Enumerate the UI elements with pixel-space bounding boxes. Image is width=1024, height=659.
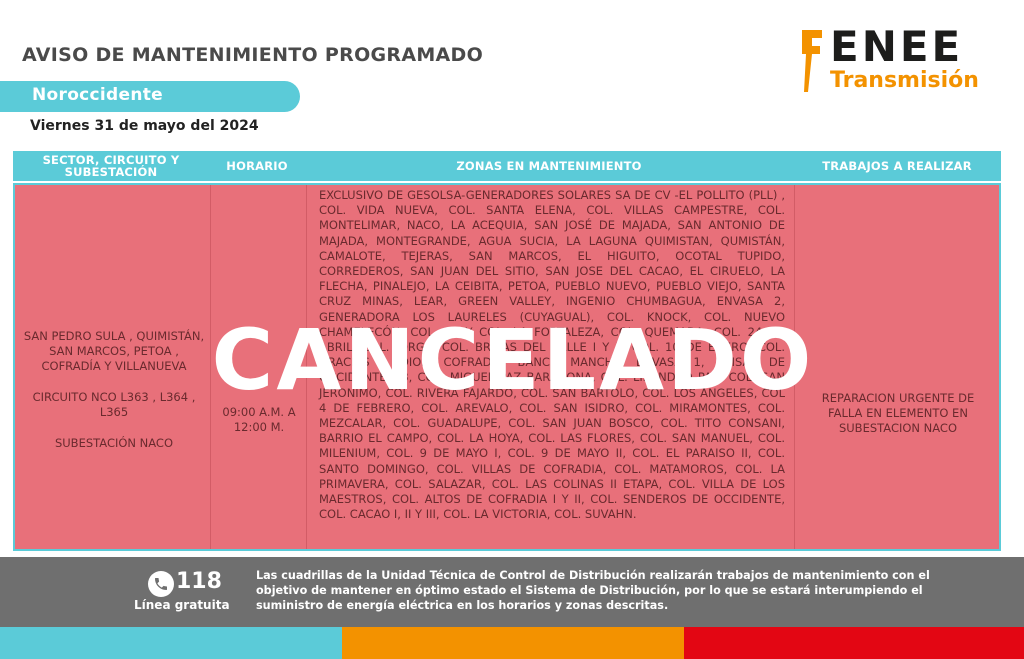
sector-block: SAN PEDRO SULA , QUIMISTÁN, SAN MARCOS, … — [21, 329, 207, 451]
horario-cell: 09:00 A.M. A 12:00 M. — [211, 185, 307, 549]
header-zonas: ZONAS EN MANTENIMIENTO — [456, 159, 642, 173]
color-stripe-red — [684, 627, 1024, 659]
zonas-text: EXCLUSIVO DE GESOLSA-GENERADORES SOLARES… — [319, 188, 785, 522]
color-stripe-cyan — [0, 627, 342, 659]
phone-label: Línea gratuita — [134, 598, 230, 612]
enee-logo: ENEE Transmisión — [800, 22, 1000, 100]
circuito-text: CIRCUITO NCO L363 , L364 , L365 — [32, 390, 196, 419]
horario-text: 09:00 A.M. A 12:00 M. — [222, 405, 296, 434]
logo-name: ENEE — [830, 22, 964, 71]
region-label: Noroccidente — [32, 85, 164, 105]
sector-text: SAN PEDRO SULA , QUIMISTÁN, SAN MARCOS, … — [23, 329, 205, 373]
cancelled-stamp: CANCELADO — [211, 311, 815, 409]
lightning-icon — [802, 30, 822, 92]
zonas-cell: EXCLUSIVO DE GESOLSA-GENERADORES SOLARES… — [307, 185, 795, 549]
header-sector: SECTOR, CIRCUITO Y SUBESTACIÓN — [42, 153, 180, 179]
table-row: SAN PEDRO SULA , QUIMISTÁN, SAN MARCOS, … — [13, 183, 1001, 551]
footer-notice: Las cuadrillas de la Unidad Técnica de C… — [256, 569, 930, 612]
color-stripe-orange — [342, 627, 684, 659]
trabajos-cell: REPARACION URGENTE DE FALLA EN ELEMENTO … — [795, 185, 999, 549]
header-trabajos: TRABAJOS A REALIZAR — [822, 159, 972, 173]
header-horario: HORARIO — [226, 159, 288, 173]
page-title: AVISO DE MANTENIMIENTO PROGRAMADO — [22, 44, 484, 66]
subestacion-text: SUBESTACIÓN NACO — [54, 436, 174, 450]
trabajos-text: REPARACION URGENTE DE FALLA EN ELEMENTO … — [821, 391, 975, 435]
sector-cell: SAN PEDRO SULA , QUIMISTÁN, SAN MARCOS, … — [15, 185, 211, 549]
phone-number: 118 — [176, 569, 222, 594]
date-label: Viernes 31 de mayo del 2024 — [30, 118, 259, 134]
phone-icon — [148, 571, 174, 597]
region-tab: Noroccidente — [0, 81, 300, 112]
logo-subtitle: Transmisión — [830, 68, 979, 93]
table-header: SECTOR, CIRCUITO Y SUBESTACIÓN HORARIO Z… — [13, 151, 1001, 181]
footer: 118 Línea gratuita Las cuadrillas de la … — [0, 557, 1024, 627]
